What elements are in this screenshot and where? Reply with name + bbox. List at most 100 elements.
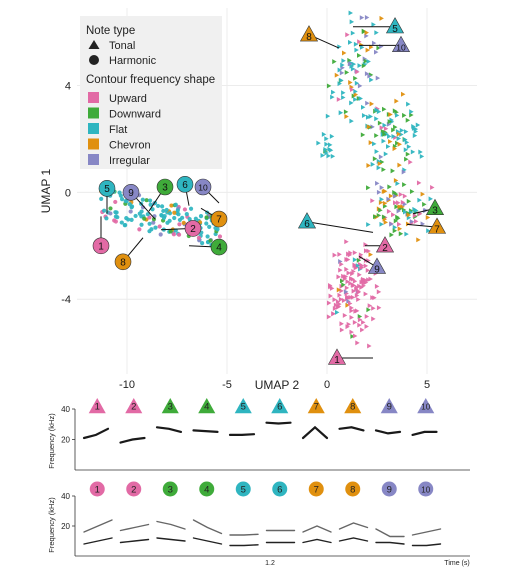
- umap-point: [119, 220, 124, 225]
- umap-point: [361, 29, 367, 35]
- umap-point: [374, 149, 379, 155]
- umap-point: [396, 135, 401, 141]
- umap-point: [113, 199, 118, 205]
- harmonic-example-badge-circle: [235, 481, 251, 497]
- umap-point: [355, 69, 360, 75]
- umap-point: [379, 196, 384, 202]
- umap-point: [376, 165, 382, 171]
- umap-point: [364, 33, 369, 39]
- harmonic-x-tick-label: 1.2: [265, 560, 275, 567]
- umap-point: [350, 282, 356, 288]
- umap-point: [395, 181, 400, 187]
- umap-x-axis-label: UMAP 2: [255, 378, 300, 392]
- legend-swatch: [88, 154, 99, 165]
- umap-point: [418, 149, 423, 155]
- umap-point: [353, 308, 358, 314]
- umap-point: [386, 144, 391, 150]
- umap-point: [381, 167, 386, 173]
- umap-point: [405, 117, 411, 123]
- callout-label: 6: [304, 219, 310, 230]
- umap-point: [354, 284, 360, 290]
- harmonic-example-badge-circle: [345, 481, 361, 497]
- harmonic-contour-trace: [375, 528, 405, 538]
- harmonic-contour-trace: [411, 543, 442, 547]
- umap-point: [325, 113, 331, 119]
- umap-point: [332, 252, 337, 258]
- umap-point: [364, 71, 370, 77]
- umap-point: [364, 324, 369, 329]
- umap-point: [341, 282, 346, 288]
- umap-point: [381, 214, 387, 220]
- callout-badge-circle: [194, 178, 212, 196]
- callout-label: 5: [392, 24, 398, 35]
- tonal-example-badge-label: 9: [387, 402, 392, 413]
- harmonic-example-badge-label: 1: [95, 485, 100, 496]
- callout-label: 1: [334, 355, 340, 366]
- umap-point: [363, 58, 369, 64]
- callout-label: 6: [182, 180, 188, 191]
- umap-point: [187, 217, 192, 222]
- callout-badge-triangle: [391, 35, 411, 53]
- umap-point: [354, 80, 360, 86]
- umap-point: [343, 109, 349, 115]
- umap-point: [324, 136, 329, 142]
- tonal-example-badge-label: 7: [314, 402, 319, 413]
- harmonic-example-badge-circle: [126, 481, 142, 497]
- umap-point: [159, 212, 164, 218]
- umap-point: [366, 59, 371, 64]
- umap-point: [422, 201, 427, 207]
- umap-point: [393, 218, 399, 224]
- umap-point: [172, 215, 177, 221]
- tonal-example-badge-triangle: [161, 398, 179, 414]
- legend-swatch: [88, 123, 99, 134]
- umap-point: [155, 203, 161, 209]
- umap-point: [374, 283, 380, 289]
- umap-point: [376, 189, 382, 195]
- umap-point: [352, 257, 358, 263]
- callout-badge-triangle: [367, 257, 387, 274]
- umap-point: [397, 226, 403, 232]
- harmonic-example-badge-circle: [89, 481, 105, 497]
- umap-point: [374, 107, 379, 113]
- harmonic-y-tick-label: 20: [61, 522, 70, 531]
- umap-point: [346, 321, 352, 327]
- harmonic-example-badge-circle: [308, 481, 324, 497]
- umap-point: [375, 75, 381, 81]
- umap-point: [405, 151, 411, 157]
- umap-point: [357, 322, 362, 328]
- umap-point: [123, 199, 128, 204]
- callout-label: 2: [190, 224, 196, 235]
- umap-point: [193, 216, 198, 221]
- umap-point: [180, 215, 185, 220]
- umap-point: [426, 228, 431, 234]
- harmonic-contour-trace: [229, 544, 259, 547]
- umap-point: [364, 313, 370, 319]
- umap-point: [347, 61, 353, 67]
- callout-label: 7: [216, 215, 222, 226]
- umap-point: [356, 288, 361, 294]
- tonal-contour-trace: [155, 426, 183, 433]
- umap-point: [329, 133, 335, 139]
- umap-point: [354, 293, 360, 298]
- umap-point: [387, 184, 392, 190]
- umap-point: [368, 114, 373, 119]
- tonal-example-badge-triangle: [380, 398, 398, 414]
- umap-point: [349, 118, 354, 124]
- umap-point: [357, 52, 362, 58]
- umap-point: [359, 44, 365, 50]
- umap-point: [368, 252, 373, 258]
- umap-point: [353, 265, 359, 271]
- harmonic-contour-trace: [302, 525, 332, 533]
- umap-point: [344, 239, 349, 245]
- umap-point: [376, 109, 382, 115]
- umap-point: [378, 154, 384, 160]
- umap-point: [205, 234, 210, 239]
- umap-point: [358, 95, 363, 101]
- umap-point: [144, 198, 149, 203]
- umap-point: [342, 312, 348, 318]
- callout-badge-circle: [210, 238, 228, 256]
- umap-scatter-panel: 1 2 3 4 5 6 7 8 9 10 1 2 3 5 6 7 8 9 10 -10 -5 0 5 -4 0 4 UMAP …: [39, 8, 477, 392]
- umap-point: [349, 276, 354, 282]
- umap-point: [337, 301, 342, 307]
- umap-point: [371, 316, 376, 322]
